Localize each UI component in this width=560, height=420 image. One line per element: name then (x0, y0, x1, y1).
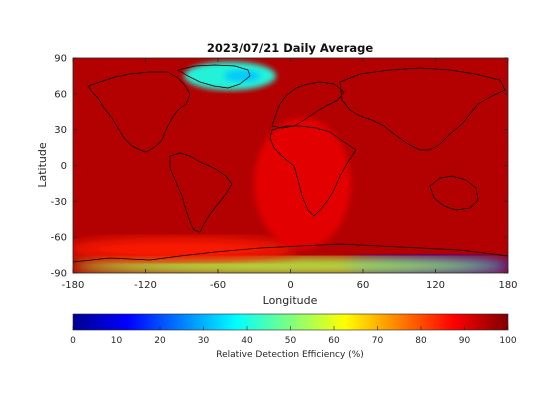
y-tick-label: -90 (51, 269, 67, 280)
map-title: 2023/07/21 Daily Average (207, 41, 374, 55)
coastline-antarctica (73, 243, 508, 263)
colorbar-tick-label: 100 (499, 336, 516, 346)
coastline-south-america (169, 152, 233, 233)
y-tick-label: -60 (51, 233, 67, 244)
x-axis-ticks: -180 -120 -60 0 60 120 180 (62, 58, 518, 291)
y-axis-label: Latitude (36, 142, 49, 188)
coastline-africa (269, 125, 357, 217)
colorbar-tick-label: 40 (241, 336, 253, 346)
y-axis-ticks: 90 60 30 0 -30 -60 -90 (51, 54, 508, 280)
colorbar-tick-label: 50 (285, 336, 297, 346)
x-tick-label: 0 (287, 280, 293, 291)
field-region-antarctic-ring (73, 257, 508, 273)
y-tick-label: 90 (54, 54, 67, 65)
field-region-southern-ocean-band (73, 237, 297, 262)
x-tick-label: -120 (134, 280, 157, 291)
colorbar-tick-label: 70 (372, 336, 384, 346)
colorbar-tick-label: 80 (415, 336, 427, 346)
y-tick-label: -30 (51, 197, 67, 208)
coastline-asia (339, 67, 506, 151)
y-tick-label: 30 (54, 125, 67, 136)
x-tick-label: -180 (62, 280, 85, 291)
x-axis-label: Longitude (263, 294, 318, 307)
y-tick-label: 0 (61, 161, 67, 172)
coastlines (73, 64, 508, 263)
x-tick-label: 180 (498, 280, 517, 291)
colorbar-label: Relative Detection Efficiency (%) (216, 350, 364, 360)
x-tick-label: 60 (357, 280, 370, 291)
colorbar-tick-label: 0 (70, 336, 76, 346)
colorbar-tick-label: 30 (198, 336, 210, 346)
field-region-greenland-core (224, 69, 261, 82)
colorbar-tick-label: 20 (154, 336, 166, 346)
x-tick-label: 120 (426, 280, 445, 291)
coastline-australia (429, 175, 479, 211)
colorbar: 0 10 20 30 40 50 60 70 80 90 100 Relative Detectio… (70, 313, 517, 360)
x-tick-label: -60 (210, 280, 226, 291)
colorbar-tick-label: 90 (459, 336, 471, 346)
colorbar-tick-label: 60 (328, 336, 340, 346)
map-plot-area (73, 58, 508, 273)
field-region-africa-atlantic-arc (254, 117, 351, 250)
coastline-europe (271, 81, 345, 129)
colorbar-ticks: 0 10 20 30 40 50 60 70 80 90 100 (70, 326, 517, 346)
coastline-north-america (87, 71, 191, 153)
efficiency-field-layer (73, 61, 508, 273)
colorbar-tick-label: 10 (111, 336, 123, 346)
coastline-greenland (177, 64, 251, 89)
y-tick-label: 60 (54, 89, 67, 100)
